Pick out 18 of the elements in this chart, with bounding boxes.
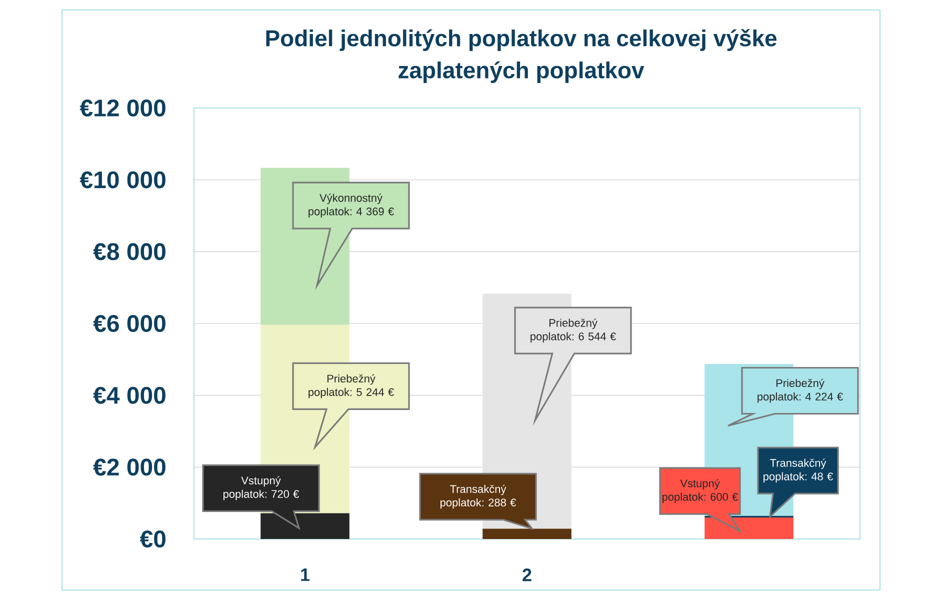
data-label: Transakčný poplatok: 288 €: [440, 484, 516, 509]
x-tick-label: 2: [522, 568, 532, 582]
chart-title: Podiel jednolitých poplatkov na celkovej výške zaplatených poplatkov: [266, 29, 777, 83]
y-tick-label: €0: [140, 530, 166, 548]
y-tick-label: €10 000: [80, 171, 166, 188]
y-tick-label: €6 000: [93, 315, 166, 332]
data-label: Výkonnostný poplatok: 4 369 €: [308, 194, 394, 218]
data-label: Transakčný poplatok: 48 €: [764, 458, 833, 483]
data-label: Vstupný poplatok: 600 €: [662, 479, 738, 503]
data-label: Vstupný poplatok: 720 €: [223, 476, 300, 500]
y-tick-label: €8 000: [93, 243, 166, 260]
y-tick-label: €4 000: [93, 386, 166, 404]
data-label: Priebežný poplatok: 5 244 €: [308, 374, 394, 398]
y-tick-label: €12 000: [80, 100, 166, 116]
data-label: Priebežný poplatok: 6 544 €: [530, 318, 616, 342]
x-tick-label: 1: [301, 568, 310, 581]
y-tick-label: €2 000: [93, 458, 166, 476]
data-label: Priebežný poplatok: 4 224 €: [758, 378, 843, 403]
